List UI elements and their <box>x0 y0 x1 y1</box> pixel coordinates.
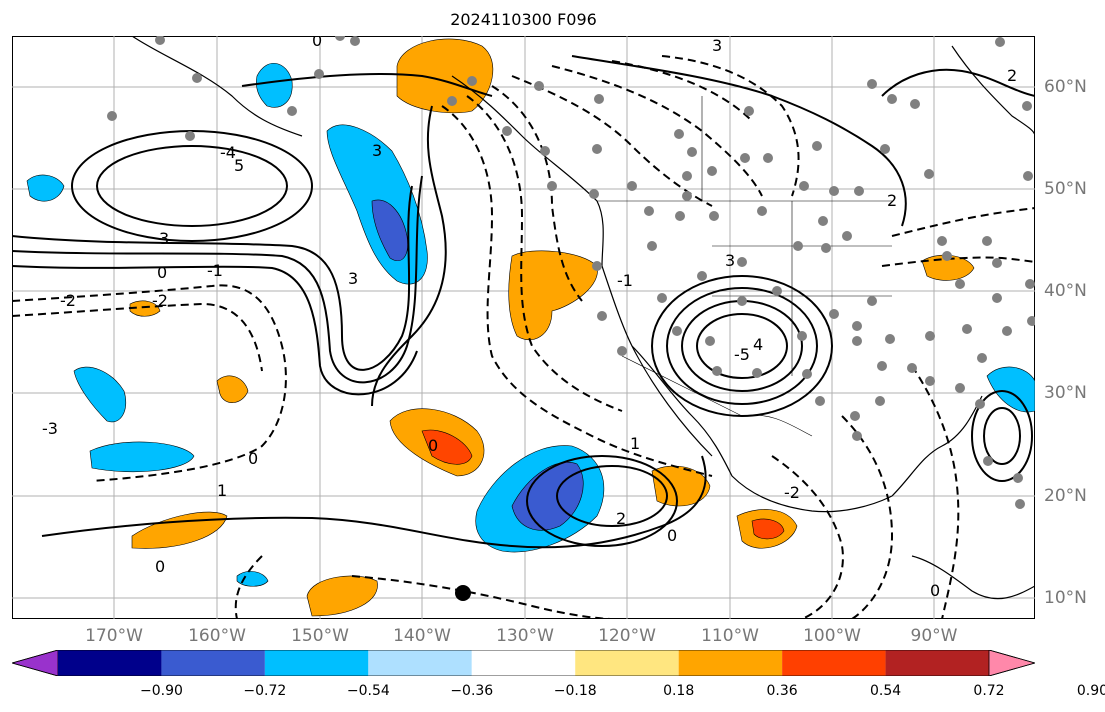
colorbar-segment <box>782 650 886 676</box>
colorbar-tick-label: −0.54 <box>346 683 390 699</box>
colorbar-segment <box>58 650 162 676</box>
colorbar-tick-label: 0.36 <box>766 683 798 699</box>
lon-label: 130°W <box>496 626 554 646</box>
colorbar-segment <box>575 650 679 676</box>
orange-region-california-offshore <box>508 250 598 341</box>
colorbar-tick-label: −0.18 <box>553 683 597 699</box>
contours-negative <box>12 55 1035 619</box>
contour-label: -2 <box>152 291 168 310</box>
contour-label: 0 <box>155 557 165 576</box>
colorbar-tick-label: −0.72 <box>243 683 287 699</box>
contour-label: 0 <box>667 526 677 545</box>
lon-label: 160°W <box>188 626 246 646</box>
orange-region-west-small <box>216 375 249 403</box>
red-region-central-pacific <box>421 429 473 465</box>
lon-label: 170°W <box>85 626 143 646</box>
lon-label: 150°W <box>291 626 349 646</box>
cyan-region-hawaii-north <box>89 441 195 473</box>
contour-label: 0 <box>157 263 167 282</box>
blue-region-gulf-of-alaska <box>371 199 408 262</box>
contour-label: 2 <box>887 191 897 210</box>
colorbar <box>12 650 1035 676</box>
lat-label: 50°N <box>1044 179 1087 199</box>
contour-label: 0 <box>248 449 258 468</box>
orange-region-alaska-panhandle <box>396 38 494 114</box>
cyan-region-west-central <box>73 366 127 423</box>
colorbar-tick-label: 0.54 <box>869 683 902 699</box>
orange-region-west-pacific <box>131 511 228 549</box>
orange-region-great-lakes <box>921 254 975 281</box>
contour-labels: 3 0 -1 -2 -2 3 3 1 2 0 0 0 -3 3 4 -5 5 -… <box>42 36 1017 600</box>
station-dots <box>107 36 1035 509</box>
contours-positive <box>12 55 1035 549</box>
contour-label: -5 <box>734 345 750 364</box>
contour-label: -1 <box>207 261 223 280</box>
colorbar-tick-label: −0.90 <box>139 683 183 699</box>
contour-label: 0 <box>312 36 322 50</box>
contour-label: 3 <box>372 141 382 160</box>
lon-label: 140°W <box>393 626 451 646</box>
map-gridlines <box>12 36 1035 619</box>
storm-marker <box>455 585 471 601</box>
colorbar-tick-label: 0.90 <box>1076 683 1105 699</box>
lon-label: 90°W <box>910 626 958 646</box>
lat-label: 60°N <box>1044 77 1087 97</box>
colorbar-segment <box>161 650 265 676</box>
colorbar-tick-label: −0.36 <box>450 683 494 699</box>
contour-label: 1 <box>217 481 227 500</box>
contour-label: -4 <box>220 143 236 162</box>
contour-label: 2 <box>1007 66 1017 85</box>
colorbar-segment <box>264 650 369 676</box>
colorbar-segment <box>471 650 576 676</box>
contour-label: 0 <box>930 581 940 600</box>
contour-label: 3 <box>159 229 169 248</box>
cyan-region-aleutian <box>256 63 293 108</box>
contour-label: 3 <box>348 269 358 288</box>
orange-region-far-west <box>129 300 161 317</box>
lat-label: 40°N <box>1044 281 1087 301</box>
colorbar-segment <box>885 650 989 676</box>
colorbar-extend-high <box>988 650 1035 676</box>
contour-label: -1 <box>617 271 633 290</box>
contour-label: 3 <box>712 36 722 55</box>
colorbar-segment <box>368 650 472 676</box>
cyan-region-gulf-coast <box>986 366 1035 413</box>
colorbar-tick-label: 0.18 <box>663 683 695 699</box>
cyan-region-northwest <box>26 174 65 202</box>
lat-label: 30°N <box>1044 383 1087 403</box>
contour-label: -3 <box>42 419 58 438</box>
forecast-map: 3 0 -1 -2 -2 3 3 1 2 0 0 0 -3 3 4 -5 5 -… <box>12 36 1035 619</box>
contour-label: 1 <box>630 434 640 453</box>
contour-label: 2 <box>616 509 626 528</box>
lon-label: 120°W <box>598 626 656 646</box>
lat-label: 20°N <box>1044 486 1087 506</box>
colorbar-extend-low <box>12 650 59 676</box>
lon-label: 100°W <box>803 626 861 646</box>
contour-label: 3 <box>725 251 735 270</box>
anomaly-shading <box>26 38 1035 617</box>
contour-label: 4 <box>753 335 763 354</box>
chart-title: 2024110300 F096 <box>450 10 597 29</box>
contour-label: -2 <box>60 291 76 310</box>
lon-label: 110°W <box>701 626 759 646</box>
colorbar-tick-label: 0.72 <box>973 683 1005 699</box>
contour-label: 0 <box>428 436 438 455</box>
colorbar-segment <box>678 650 783 676</box>
contour-label: 5 <box>234 156 244 175</box>
orange-region-south-pacific <box>306 575 378 617</box>
lat-label: 10°N <box>1044 588 1087 608</box>
red-region-mexico-south <box>751 518 785 540</box>
coastlines <box>131 36 1035 600</box>
cyan-region-small-south <box>236 571 269 587</box>
contour-label: -2 <box>784 483 800 502</box>
